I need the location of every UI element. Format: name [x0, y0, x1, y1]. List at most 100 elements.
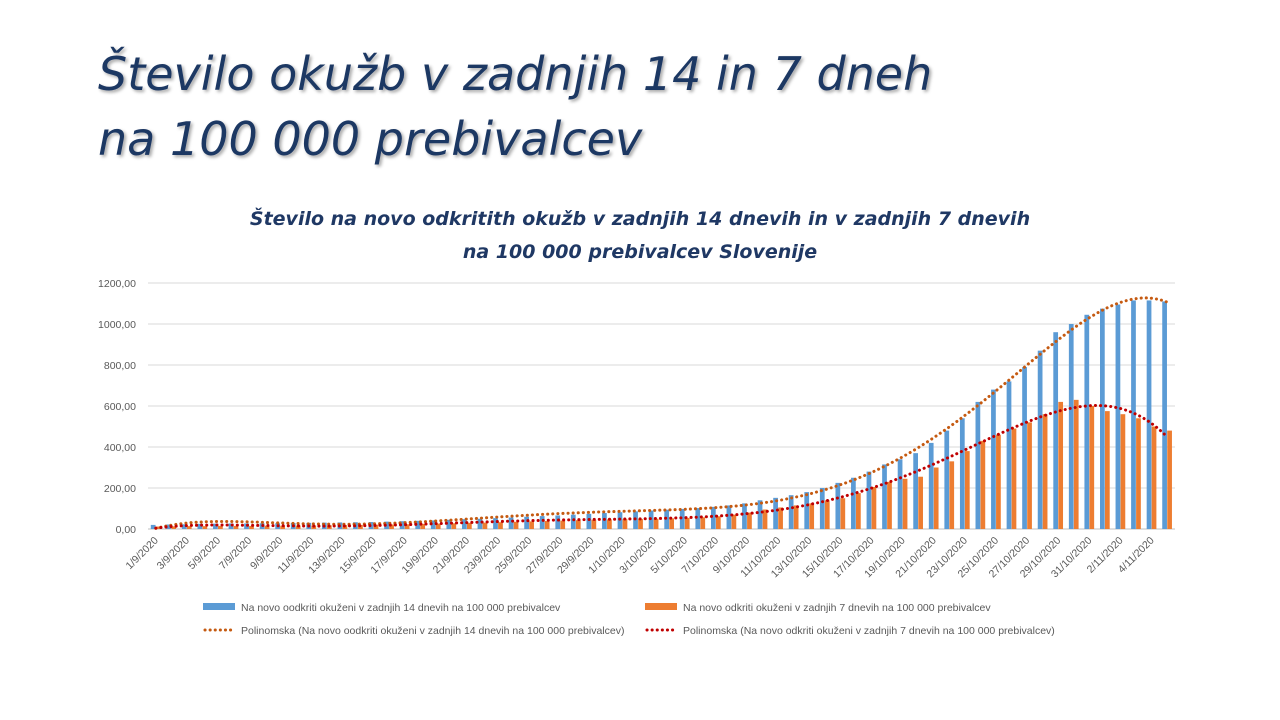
bar — [249, 525, 254, 529]
bar — [602, 513, 607, 529]
bar — [264, 525, 270, 529]
bar — [653, 518, 659, 529]
bar — [762, 509, 768, 529]
bar — [949, 461, 955, 529]
bar — [731, 514, 737, 529]
bar — [513, 521, 519, 529]
bar — [819, 488, 825, 529]
bar — [1037, 350, 1043, 529]
bar — [166, 524, 172, 529]
bar — [918, 476, 923, 529]
bar — [1068, 324, 1074, 529]
bar — [213, 523, 218, 529]
bar — [1089, 406, 1095, 529]
y-tick-label: 400,00 — [104, 442, 136, 454]
bar — [186, 526, 192, 529]
trendline — [154, 296, 1169, 530]
bar — [887, 481, 892, 529]
bar — [928, 442, 934, 529]
bar — [669, 518, 675, 529]
bar — [684, 517, 690, 529]
bar — [466, 522, 472, 529]
bar — [1027, 422, 1032, 529]
bar — [1167, 430, 1172, 529]
bar — [835, 482, 841, 529]
bar — [560, 520, 566, 529]
chart-title: na 100 000 prebivalcev Slovenije — [463, 241, 817, 263]
bar — [529, 521, 534, 529]
bar — [695, 508, 701, 529]
bar — [788, 495, 794, 529]
bar — [1115, 304, 1121, 529]
x-tick-label: 3/9/2020 — [155, 535, 192, 572]
bar — [1151, 426, 1157, 529]
legend-swatch — [203, 603, 235, 610]
bar — [866, 471, 872, 529]
bar — [493, 518, 498, 529]
bar — [715, 516, 721, 529]
bar — [1146, 300, 1152, 529]
bar — [897, 459, 903, 529]
bar — [477, 518, 483, 529]
legend-swatch — [645, 603, 677, 610]
bar — [150, 524, 156, 529]
bar — [793, 505, 799, 529]
bar — [399, 521, 405, 529]
bar — [435, 523, 441, 529]
bar — [228, 523, 234, 529]
bar — [742, 503, 747, 529]
bar — [840, 498, 846, 529]
bar — [778, 507, 783, 529]
trendline — [154, 403, 1169, 530]
bar — [280, 525, 285, 529]
x-tick-label: 1/9/2020 — [124, 535, 161, 572]
bar — [524, 516, 529, 529]
bar — [809, 503, 815, 529]
bar — [171, 526, 177, 529]
bar — [404, 524, 410, 529]
bar — [804, 492, 810, 529]
bar — [991, 389, 996, 529]
y-tick-label: 0,00 — [116, 524, 137, 536]
bar — [1058, 401, 1064, 529]
bar — [373, 524, 379, 529]
bar — [1011, 428, 1017, 529]
legend-label: Polinomska (Na novo odkriti okuženi v za… — [683, 625, 1055, 637]
bar — [710, 506, 716, 529]
bar — [181, 524, 187, 529]
bar — [570, 514, 576, 529]
bar — [902, 478, 908, 529]
bar — [482, 522, 488, 529]
bar — [591, 519, 597, 529]
bar — [539, 516, 545, 529]
legend-label: Na novo odkriti okuženi v zadnjih 7 dnev… — [683, 602, 991, 614]
bar — [1136, 418, 1141, 529]
bar — [959, 418, 965, 529]
bar — [446, 519, 452, 529]
bar — [1162, 301, 1167, 529]
bar — [975, 401, 981, 529]
bar — [747, 512, 752, 529]
bar — [700, 517, 706, 529]
legend-label: Polinomska (Na novo oodkriti okuženi v z… — [241, 625, 624, 637]
bar — [773, 497, 778, 529]
bar — [430, 520, 436, 529]
x-tick-label: 5/9/2020 — [186, 535, 223, 572]
bar — [202, 526, 208, 529]
bar — [824, 500, 830, 529]
y-tick-label: 800,00 — [104, 360, 136, 372]
bar — [913, 453, 919, 529]
bar — [622, 519, 628, 529]
bar — [856, 493, 861, 529]
y-tick-label: 200,00 — [104, 483, 136, 495]
bar — [726, 505, 732, 529]
bar — [944, 430, 950, 529]
slide-title: na 100 000 prebivalcev — [98, 112, 643, 166]
bar — [462, 519, 467, 529]
bar — [218, 525, 223, 529]
bar — [1073, 399, 1079, 529]
bar — [420, 523, 426, 529]
bar — [155, 526, 161, 529]
bar — [679, 508, 685, 529]
